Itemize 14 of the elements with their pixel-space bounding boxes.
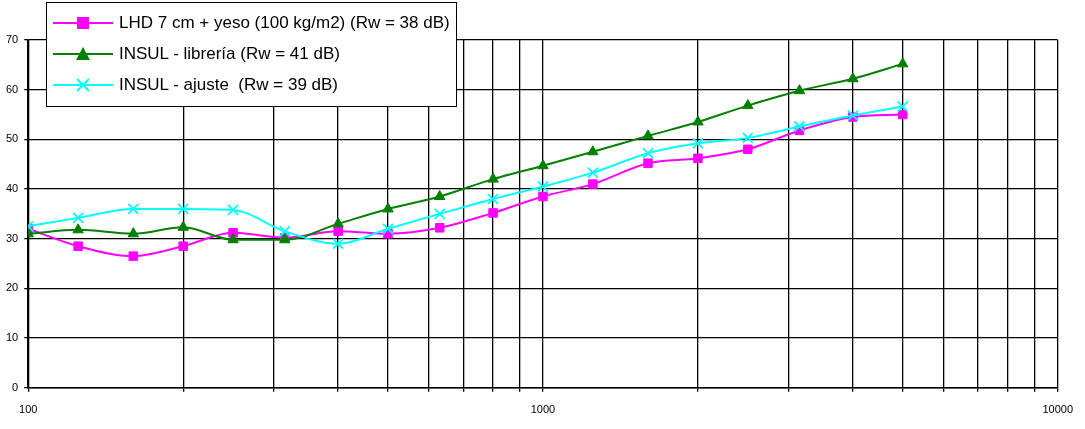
- x-tick-label: 10000: [1042, 403, 1073, 416]
- y-tick-label: 30: [5, 231, 19, 244]
- y-tick-label: 10: [5, 331, 19, 344]
- y-tick-label: 20: [5, 281, 19, 294]
- legend-label: INSUL - librería (Rw = 41 dB): [119, 43, 340, 64]
- y-tick-label: 60: [5, 82, 19, 95]
- y-tick-label: 50: [5, 132, 19, 145]
- y-tick-label: 40: [5, 182, 19, 195]
- y-tick-label: 0: [12, 380, 19, 393]
- x-tick-label: 1000: [530, 403, 556, 416]
- x-tick-label: 100: [19, 403, 38, 416]
- y-tick-label: 70: [5, 33, 19, 46]
- legend-label: INSUL - ajuste (Rw = 39 dB): [119, 74, 339, 95]
- legend-label: LHD 7 cm + yeso (100 kg/m2) (Rw = 38 dB): [119, 12, 450, 33]
